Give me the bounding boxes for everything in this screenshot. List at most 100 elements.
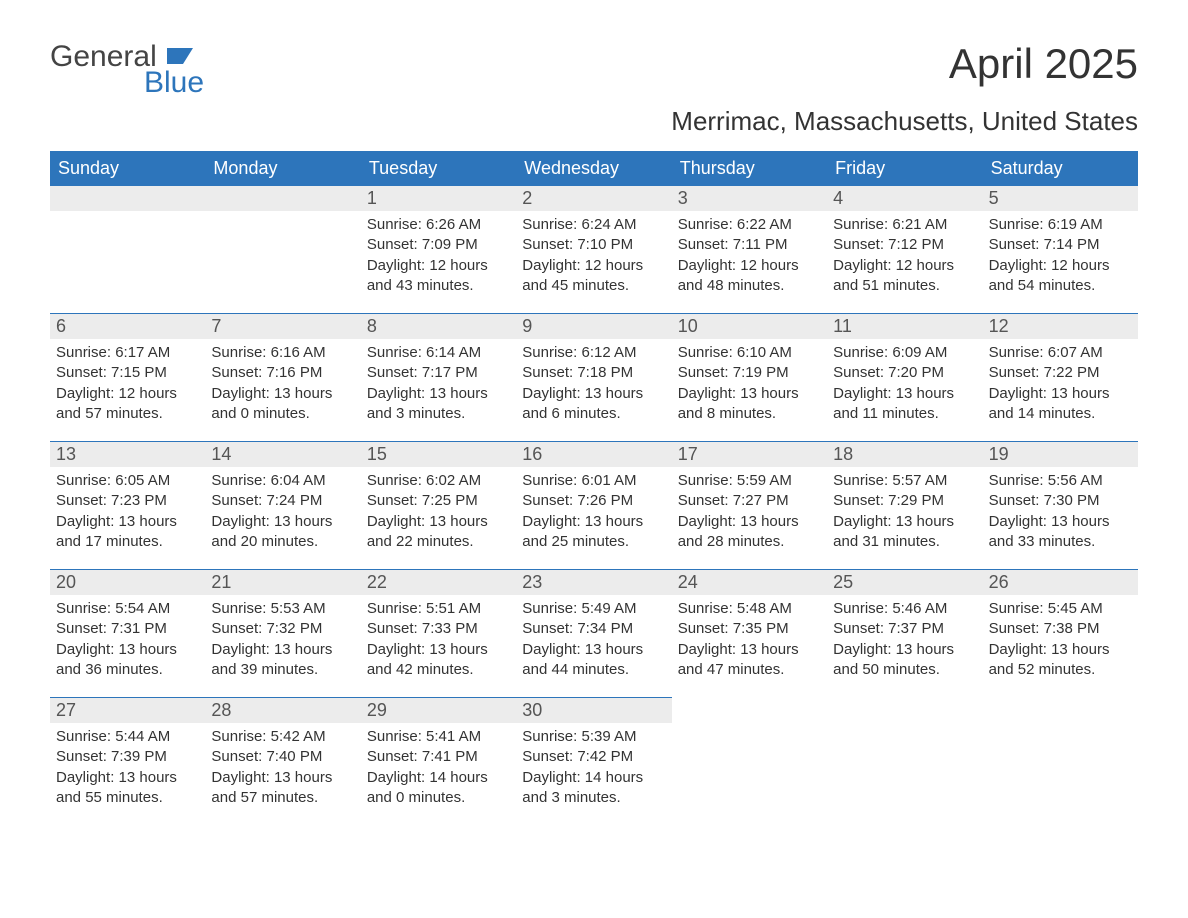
calendar-cell: 13Sunrise: 6:05 AMSunset: 7:23 PMDayligh… [50, 441, 205, 569]
daylight-line-2: and 22 minutes. [367, 532, 510, 552]
daylight-line-2: and 0 minutes. [367, 788, 510, 808]
calendar-cell: 30Sunrise: 5:39 AMSunset: 7:42 PMDayligh… [516, 697, 671, 825]
sunset-text: Sunset: 7:41 PM [367, 747, 510, 767]
day-number: 15 [361, 441, 516, 467]
day-number: 24 [672, 569, 827, 595]
day-number: 6 [50, 313, 205, 339]
daylight-line-1: Daylight: 13 hours [678, 640, 821, 660]
daylight-line-2: and 36 minutes. [56, 660, 199, 680]
calendar-cell: 2Sunrise: 6:24 AMSunset: 7:10 PMDaylight… [516, 185, 671, 313]
daylight-line-1: Daylight: 13 hours [56, 640, 199, 660]
day-content: Sunrise: 5:46 AMSunset: 7:37 PMDaylight:… [827, 595, 982, 690]
day-number: 5 [983, 185, 1138, 211]
day-number: 2 [516, 185, 671, 211]
daylight-line-2: and 42 minutes. [367, 660, 510, 680]
daylight-line-2: and 39 minutes. [211, 660, 354, 680]
daylight-line-2: and 8 minutes. [678, 404, 821, 424]
daylight-line-2: and 11 minutes. [833, 404, 976, 424]
calendar-cell: 6Sunrise: 6:17 AMSunset: 7:15 PMDaylight… [50, 313, 205, 441]
daylight-line-1: Daylight: 13 hours [367, 640, 510, 660]
day-number: 12 [983, 313, 1138, 339]
daylight-line-2: and 25 minutes. [522, 532, 665, 552]
daylight-line-1: Daylight: 13 hours [522, 384, 665, 404]
sunrise-text: Sunrise: 6:14 AM [367, 343, 510, 363]
sunset-text: Sunset: 7:27 PM [678, 491, 821, 511]
day-number: 29 [361, 697, 516, 723]
sunrise-text: Sunrise: 6:26 AM [367, 215, 510, 235]
sunset-text: Sunset: 7:14 PM [989, 235, 1132, 255]
day-number: 8 [361, 313, 516, 339]
day-content: Sunrise: 6:10 AMSunset: 7:19 PMDaylight:… [672, 339, 827, 434]
sunset-text: Sunset: 7:12 PM [833, 235, 976, 255]
daylight-line-1: Daylight: 13 hours [211, 384, 354, 404]
sunset-text: Sunset: 7:26 PM [522, 491, 665, 511]
day-content: Sunrise: 5:53 AMSunset: 7:32 PMDaylight:… [205, 595, 360, 690]
sunrise-text: Sunrise: 6:22 AM [678, 215, 821, 235]
day-content: Sunrise: 5:56 AMSunset: 7:30 PMDaylight:… [983, 467, 1138, 562]
daylight-line-1: Daylight: 13 hours [56, 512, 199, 532]
header: General Blue April 2025 [50, 40, 1138, 100]
daylight-line-2: and 55 minutes. [56, 788, 199, 808]
sunrise-text: Sunrise: 5:39 AM [522, 727, 665, 747]
day-content: Sunrise: 6:07 AMSunset: 7:22 PMDaylight:… [983, 339, 1138, 434]
sunrise-text: Sunrise: 5:41 AM [367, 727, 510, 747]
daylight-line-2: and 48 minutes. [678, 276, 821, 296]
daylight-line-1: Daylight: 13 hours [211, 512, 354, 532]
sunset-text: Sunset: 7:31 PM [56, 619, 199, 639]
daylight-line-2: and 51 minutes. [833, 276, 976, 296]
calendar-cell: 21Sunrise: 5:53 AMSunset: 7:32 PMDayligh… [205, 569, 360, 697]
calendar-cell: 1Sunrise: 6:26 AMSunset: 7:09 PMDaylight… [361, 185, 516, 313]
sunset-text: Sunset: 7:23 PM [56, 491, 199, 511]
day-content: Sunrise: 5:51 AMSunset: 7:33 PMDaylight:… [361, 595, 516, 690]
calendar-cell: 4Sunrise: 6:21 AMSunset: 7:12 PMDaylight… [827, 185, 982, 313]
calendar-cell-empty [50, 185, 205, 313]
calendar-cell: 16Sunrise: 6:01 AMSunset: 7:26 PMDayligh… [516, 441, 671, 569]
day-content: Sunrise: 5:57 AMSunset: 7:29 PMDaylight:… [827, 467, 982, 562]
sunrise-text: Sunrise: 5:57 AM [833, 471, 976, 491]
daylight-line-1: Daylight: 13 hours [367, 512, 510, 532]
sunrise-text: Sunrise: 6:04 AM [211, 471, 354, 491]
sunrise-text: Sunrise: 5:48 AM [678, 599, 821, 619]
day-number: 3 [672, 185, 827, 211]
day-content: Sunrise: 5:54 AMSunset: 7:31 PMDaylight:… [50, 595, 205, 690]
daylight-line-2: and 20 minutes. [211, 532, 354, 552]
daylight-line-2: and 0 minutes. [211, 404, 354, 424]
daylight-line-2: and 3 minutes. [522, 788, 665, 808]
calendar-cell: 12Sunrise: 6:07 AMSunset: 7:22 PMDayligh… [983, 313, 1138, 441]
day-number: 9 [516, 313, 671, 339]
day-number-row [50, 185, 205, 211]
weekday-header: Monday [205, 152, 360, 185]
daylight-line-1: Daylight: 13 hours [833, 640, 976, 660]
sunset-text: Sunset: 7:35 PM [678, 619, 821, 639]
calendar-cell: 11Sunrise: 6:09 AMSunset: 7:20 PMDayligh… [827, 313, 982, 441]
calendar-cell: 15Sunrise: 6:02 AMSunset: 7:25 PMDayligh… [361, 441, 516, 569]
sunset-text: Sunset: 7:17 PM [367, 363, 510, 383]
daylight-line-1: Daylight: 13 hours [989, 384, 1132, 404]
daylight-line-1: Daylight: 12 hours [56, 384, 199, 404]
calendar-cell: 10Sunrise: 6:10 AMSunset: 7:19 PMDayligh… [672, 313, 827, 441]
day-content: Sunrise: 5:42 AMSunset: 7:40 PMDaylight:… [205, 723, 360, 818]
sunrise-text: Sunrise: 6:07 AM [989, 343, 1132, 363]
sunrise-text: Sunrise: 5:46 AM [833, 599, 976, 619]
sunrise-text: Sunrise: 6:19 AM [989, 215, 1132, 235]
calendar-cell: 28Sunrise: 5:42 AMSunset: 7:40 PMDayligh… [205, 697, 360, 825]
day-content: Sunrise: 6:04 AMSunset: 7:24 PMDaylight:… [205, 467, 360, 562]
calendar-cell: 7Sunrise: 6:16 AMSunset: 7:16 PMDaylight… [205, 313, 360, 441]
weekday-header: Saturday [983, 152, 1138, 185]
sunrise-text: Sunrise: 5:54 AM [56, 599, 199, 619]
day-number: 18 [827, 441, 982, 467]
daylight-line-1: Daylight: 12 hours [989, 256, 1132, 276]
daylight-line-2: and 31 minutes. [833, 532, 976, 552]
day-content: Sunrise: 6:01 AMSunset: 7:26 PMDaylight:… [516, 467, 671, 562]
sunrise-text: Sunrise: 5:51 AM [367, 599, 510, 619]
daylight-line-1: Daylight: 12 hours [522, 256, 665, 276]
daylight-line-2: and 6 minutes. [522, 404, 665, 424]
day-content: Sunrise: 5:48 AMSunset: 7:35 PMDaylight:… [672, 595, 827, 690]
daylight-line-1: Daylight: 13 hours [833, 384, 976, 404]
sunset-text: Sunset: 7:42 PM [522, 747, 665, 767]
calendar-cell: 9Sunrise: 6:12 AMSunset: 7:18 PMDaylight… [516, 313, 671, 441]
daylight-line-1: Daylight: 13 hours [56, 768, 199, 788]
sunset-text: Sunset: 7:24 PM [211, 491, 354, 511]
day-content: Sunrise: 6:17 AMSunset: 7:15 PMDaylight:… [50, 339, 205, 434]
logo: General Blue [50, 40, 204, 100]
